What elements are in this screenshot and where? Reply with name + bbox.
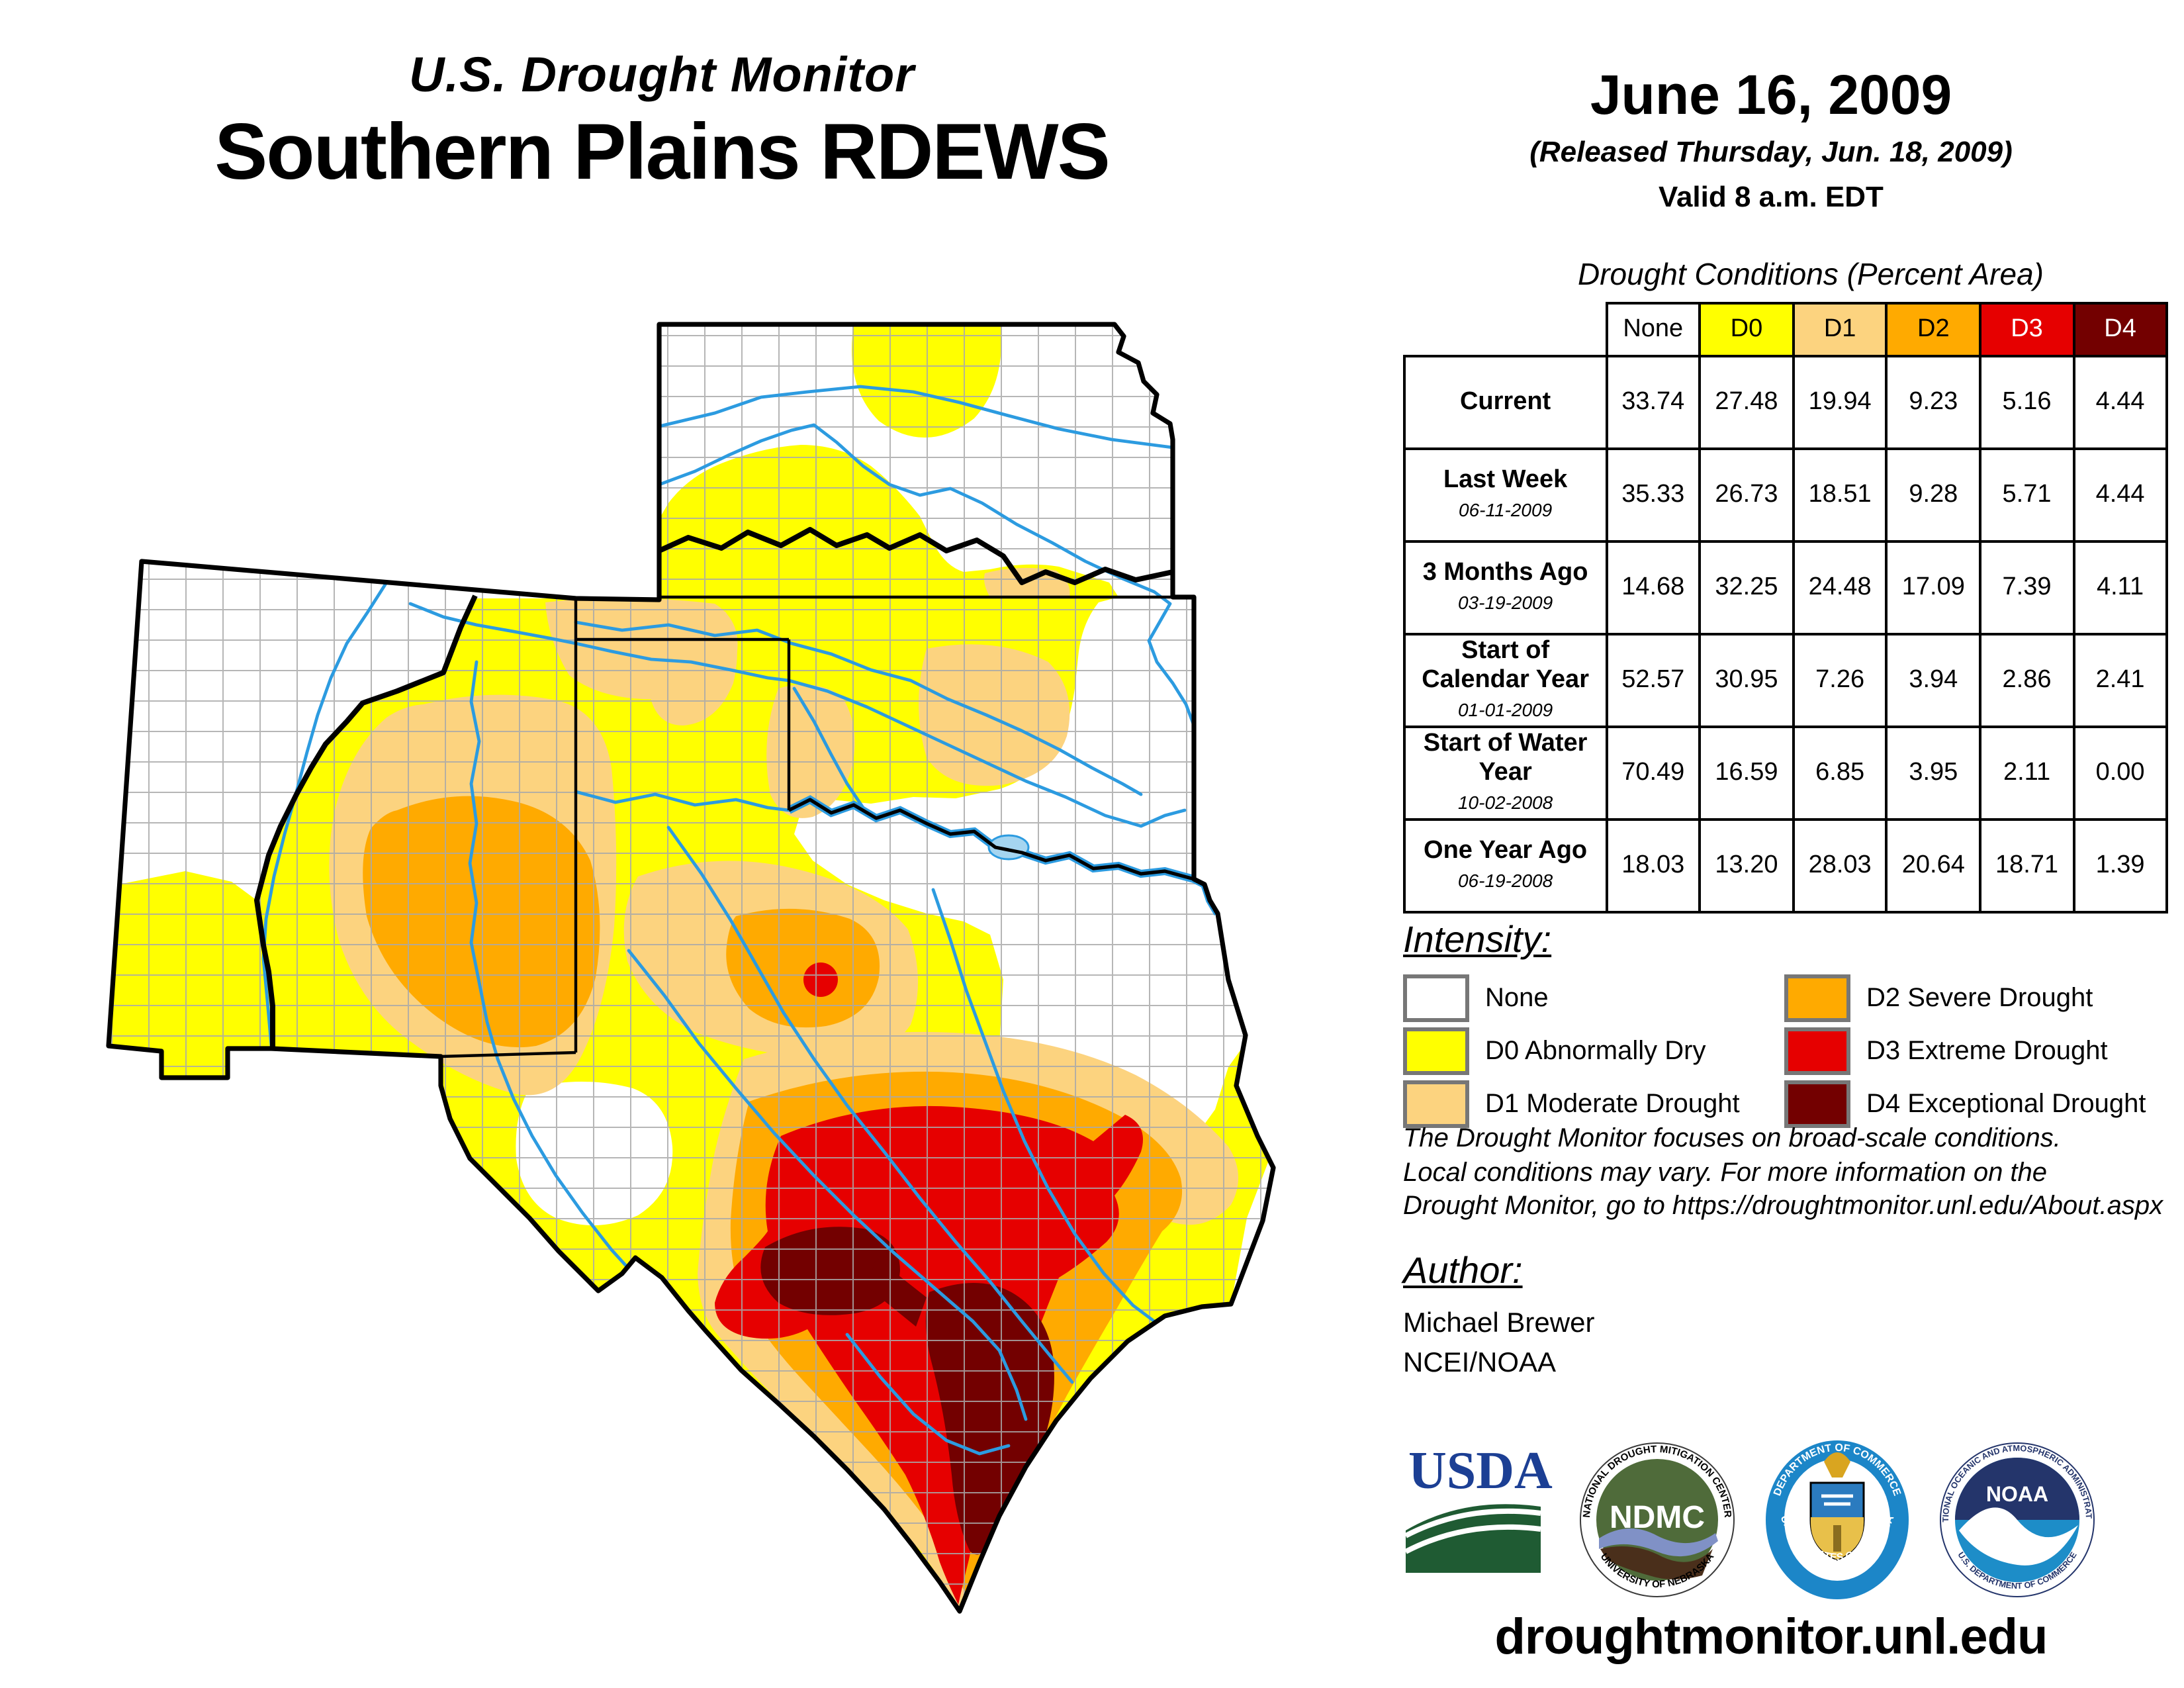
swatch-d0	[1403, 1027, 1469, 1075]
row-date: 03-19-2009	[1457, 592, 1553, 613]
table-row: Current 33.74 27.48 19.94 9.23 5.16 4.44	[1403, 355, 2169, 450]
legend-item-d0: D0 Abnormally Dry	[1403, 1027, 1706, 1075]
author-heading: Author:	[1403, 1250, 1523, 1291]
col-d4: D4	[2072, 302, 2169, 357]
ndmc-logo: NDMC NATIONAL DROUGHT MITIGATION CENTER …	[1580, 1442, 1735, 1597]
valid-time: Valid 8 a.m. EDT	[1659, 180, 1884, 213]
col-d0: D0	[1698, 302, 1795, 357]
table-row: Start of Water Year 10-02-2008 70.49 16.…	[1403, 726, 2169, 821]
agency-logos: USDA NDMC NATIONAL DROUGHT MITIGATION CE…	[1398, 1438, 2095, 1599]
noaa-wordmark: NOAA	[1986, 1482, 2048, 1506]
doc-eagle	[1824, 1452, 1850, 1477]
legend-item-d2: D2 Severe Drought	[1784, 974, 2093, 1022]
swatch-d4	[1784, 1080, 1850, 1128]
noaa-bird	[1959, 1507, 2078, 1566]
legend-item-d4: D4 Exceptional Drought	[1784, 1080, 2146, 1128]
disclaimer: The Drought Monitor focuses on broad-sca…	[1403, 1124, 2163, 1221]
row-label: 3 Months Ago	[1422, 559, 1588, 587]
region-outline	[106, 322, 1276, 1614]
drought-conditions-table: None D0 D1 D2 D3 D4 Current 33.74 27.48 …	[1403, 302, 2169, 914]
table-row: 3 Months Ago 03-19-2009 14.68 32.25 24.4…	[1403, 540, 2169, 635]
row-label: Last Week	[1443, 466, 1568, 494]
row-label: One Year Ago	[1424, 837, 1588, 865]
col-none: None	[1605, 302, 1702, 357]
swatch-none	[1403, 974, 1469, 1022]
usda-wordmark: USDA	[1408, 1442, 1553, 1500]
released-date: (Released Thursday, Jun. 18, 2009)	[1529, 135, 2013, 168]
region-title: Southern Plains RDEWS	[214, 107, 1111, 196]
row-date: 10-02-2008	[1457, 791, 1553, 813]
legend-item-none: None	[1403, 974, 1549, 1022]
table-header-row: None D0 D1 D2 D3 D4	[1404, 302, 2169, 357]
swatch-d2	[1784, 974, 1850, 1022]
state-borders	[440, 595, 1195, 1058]
website-url: droughtmonitor.unl.edu	[1494, 1610, 2048, 1665]
row-label: Start of Water Year	[1423, 729, 1588, 787]
commerce-logo: DEPARTMENT OF COMMERCE UNITED STATES OF …	[1766, 1440, 1909, 1599]
row-date: 06-11-2009	[1459, 499, 1553, 520]
table-row: One Year Ago 06-19-2008 18.03 13.20 28.0…	[1403, 818, 2169, 914]
swatch-d3	[1784, 1027, 1850, 1075]
usda-logo: USDA	[1404, 1442, 1553, 1573]
report-series-title: U.S. Drought Monitor	[409, 48, 915, 102]
row-label: Current	[1459, 388, 1551, 416]
legend-title: Intensity:	[1403, 919, 1552, 960]
ndmc-wordmark: NDMC	[1610, 1500, 1705, 1535]
legend-item-d1: D1 Moderate Drought	[1403, 1080, 1740, 1128]
table-row: Start of Calendar Year 01-01-2009 52.57 …	[1403, 633, 2169, 728]
table-row: Last Week 06-11-2009 35.33 26.73 18.51 9…	[1403, 447, 2169, 543]
map-date: June 16, 2009	[1590, 64, 1952, 126]
legend-item-d3: D3 Extreme Drought	[1784, 1027, 2108, 1075]
table-caption: Drought Conditions (Percent Area)	[1578, 257, 2044, 291]
col-d3: D3	[1978, 302, 2075, 357]
author-name: Michael Brewer	[1403, 1308, 1595, 1338]
row-date: 06-19-2008	[1457, 870, 1553, 891]
row-label: Start of Calendar Year	[1422, 637, 1589, 694]
row-date: 01-01-2009	[1457, 698, 1553, 720]
swatch-d1	[1403, 1080, 1469, 1128]
col-d2: D2	[1885, 302, 1981, 357]
col-d1: D1	[1792, 302, 1888, 357]
rdews-domain-boundary	[254, 527, 1173, 1049]
author-org: NCEI/NOAA	[1403, 1348, 1557, 1378]
